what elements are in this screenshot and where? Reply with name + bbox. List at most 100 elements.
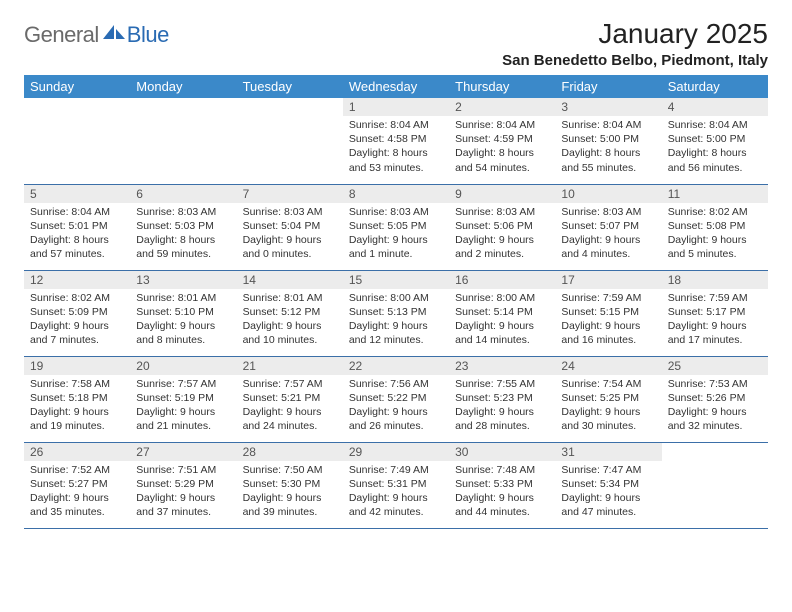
day-number: 27	[130, 443, 236, 461]
location: San Benedetto Belbo, Piedmont, Italy	[502, 52, 768, 69]
day-details: Sunrise: 8:01 AMSunset: 5:10 PMDaylight:…	[130, 289, 236, 352]
calendar-cell: 17Sunrise: 7:59 AMSunset: 5:15 PMDayligh…	[555, 270, 661, 356]
day-number: 1	[343, 98, 449, 116]
day-details: Sunrise: 7:47 AMSunset: 5:34 PMDaylight:…	[555, 461, 661, 524]
calendar-cell: 31Sunrise: 7:47 AMSunset: 5:34 PMDayligh…	[555, 442, 661, 528]
calendar-row: 1Sunrise: 8:04 AMSunset: 4:58 PMDaylight…	[24, 98, 768, 184]
calendar-table: SundayMondayTuesdayWednesdayThursdayFrid…	[24, 75, 768, 529]
day-number: 26	[24, 443, 130, 461]
day-number: 17	[555, 271, 661, 289]
calendar-cell: 5Sunrise: 8:04 AMSunset: 5:01 PMDaylight…	[24, 184, 130, 270]
day-details: Sunrise: 7:56 AMSunset: 5:22 PMDaylight:…	[343, 375, 449, 438]
weekday-header-row: SundayMondayTuesdayWednesdayThursdayFrid…	[24, 75, 768, 98]
calendar-cell: 7Sunrise: 8:03 AMSunset: 5:04 PMDaylight…	[237, 184, 343, 270]
day-number: 13	[130, 271, 236, 289]
day-details: Sunrise: 8:02 AMSunset: 5:09 PMDaylight:…	[24, 289, 130, 352]
day-number: 8	[343, 185, 449, 203]
day-details: Sunrise: 8:04 AMSunset: 5:00 PMDaylight:…	[555, 116, 661, 179]
day-number: 14	[237, 271, 343, 289]
calendar-cell: 23Sunrise: 7:55 AMSunset: 5:23 PMDayligh…	[449, 356, 555, 442]
calendar-cell: 21Sunrise: 7:57 AMSunset: 5:21 PMDayligh…	[237, 356, 343, 442]
day-details: Sunrise: 8:04 AMSunset: 5:00 PMDaylight:…	[662, 116, 768, 179]
day-details: Sunrise: 7:55 AMSunset: 5:23 PMDaylight:…	[449, 375, 555, 438]
day-details: Sunrise: 7:51 AMSunset: 5:29 PMDaylight:…	[130, 461, 236, 524]
calendar-cell: 4Sunrise: 8:04 AMSunset: 5:00 PMDaylight…	[662, 98, 768, 184]
calendar-cell: 20Sunrise: 7:57 AMSunset: 5:19 PMDayligh…	[130, 356, 236, 442]
title-block: January 2025 San Benedetto Belbo, Piedmo…	[502, 18, 768, 69]
logo-sail-icon	[103, 23, 125, 41]
calendar-cell: 29Sunrise: 7:49 AMSunset: 5:31 PMDayligh…	[343, 442, 449, 528]
day-number: 9	[449, 185, 555, 203]
day-number: 30	[449, 443, 555, 461]
day-details: Sunrise: 8:03 AMSunset: 5:06 PMDaylight:…	[449, 203, 555, 266]
day-number: 20	[130, 357, 236, 375]
day-details: Sunrise: 8:03 AMSunset: 5:03 PMDaylight:…	[130, 203, 236, 266]
day-details: Sunrise: 7:50 AMSunset: 5:30 PMDaylight:…	[237, 461, 343, 524]
day-details: Sunrise: 8:03 AMSunset: 5:05 PMDaylight:…	[343, 203, 449, 266]
calendar-cell: 27Sunrise: 7:51 AMSunset: 5:29 PMDayligh…	[130, 442, 236, 528]
weekday-saturday: Saturday	[662, 75, 768, 98]
day-number: 24	[555, 357, 661, 375]
day-details: Sunrise: 7:59 AMSunset: 5:17 PMDaylight:…	[662, 289, 768, 352]
calendar-cell	[130, 98, 236, 184]
header: General Blue January 2025 San Benedetto …	[24, 18, 768, 69]
calendar-cell: 1Sunrise: 8:04 AMSunset: 4:58 PMDaylight…	[343, 98, 449, 184]
calendar-cell: 26Sunrise: 7:52 AMSunset: 5:27 PMDayligh…	[24, 442, 130, 528]
day-number: 28	[237, 443, 343, 461]
calendar-cell: 28Sunrise: 7:50 AMSunset: 5:30 PMDayligh…	[237, 442, 343, 528]
day-number: 19	[24, 357, 130, 375]
calendar-row: 19Sunrise: 7:58 AMSunset: 5:18 PMDayligh…	[24, 356, 768, 442]
day-number: 12	[24, 271, 130, 289]
day-details: Sunrise: 7:49 AMSunset: 5:31 PMDaylight:…	[343, 461, 449, 524]
logo: General Blue	[24, 18, 169, 48]
calendar-cell	[24, 98, 130, 184]
weekday-thursday: Thursday	[449, 75, 555, 98]
day-number: 10	[555, 185, 661, 203]
day-details: Sunrise: 8:02 AMSunset: 5:08 PMDaylight:…	[662, 203, 768, 266]
day-number: 3	[555, 98, 661, 116]
day-details: Sunrise: 7:59 AMSunset: 5:15 PMDaylight:…	[555, 289, 661, 352]
day-number: 29	[343, 443, 449, 461]
day-details: Sunrise: 7:48 AMSunset: 5:33 PMDaylight:…	[449, 461, 555, 524]
day-details: Sunrise: 7:54 AMSunset: 5:25 PMDaylight:…	[555, 375, 661, 438]
calendar-cell: 3Sunrise: 8:04 AMSunset: 5:00 PMDaylight…	[555, 98, 661, 184]
day-number: 6	[130, 185, 236, 203]
day-details: Sunrise: 7:57 AMSunset: 5:19 PMDaylight:…	[130, 375, 236, 438]
calendar-cell	[237, 98, 343, 184]
weekday-tuesday: Tuesday	[237, 75, 343, 98]
calendar-cell: 11Sunrise: 8:02 AMSunset: 5:08 PMDayligh…	[662, 184, 768, 270]
day-details: Sunrise: 8:00 AMSunset: 5:14 PMDaylight:…	[449, 289, 555, 352]
day-number: 16	[449, 271, 555, 289]
calendar-cell: 2Sunrise: 8:04 AMSunset: 4:59 PMDaylight…	[449, 98, 555, 184]
calendar-cell	[662, 442, 768, 528]
day-number: 11	[662, 185, 768, 203]
day-details: Sunrise: 7:58 AMSunset: 5:18 PMDaylight:…	[24, 375, 130, 438]
calendar-cell: 16Sunrise: 8:00 AMSunset: 5:14 PMDayligh…	[449, 270, 555, 356]
calendar-cell: 6Sunrise: 8:03 AMSunset: 5:03 PMDaylight…	[130, 184, 236, 270]
calendar-cell: 25Sunrise: 7:53 AMSunset: 5:26 PMDayligh…	[662, 356, 768, 442]
day-details: Sunrise: 8:04 AMSunset: 4:58 PMDaylight:…	[343, 116, 449, 179]
logo-text-blue: Blue	[127, 22, 169, 48]
day-details: Sunrise: 8:00 AMSunset: 5:13 PMDaylight:…	[343, 289, 449, 352]
day-number: 21	[237, 357, 343, 375]
weekday-monday: Monday	[130, 75, 236, 98]
weekday-wednesday: Wednesday	[343, 75, 449, 98]
calendar-cell: 8Sunrise: 8:03 AMSunset: 5:05 PMDaylight…	[343, 184, 449, 270]
day-details: Sunrise: 8:01 AMSunset: 5:12 PMDaylight:…	[237, 289, 343, 352]
day-number: 18	[662, 271, 768, 289]
day-number: 23	[449, 357, 555, 375]
day-number: 5	[24, 185, 130, 203]
calendar-cell: 13Sunrise: 8:01 AMSunset: 5:10 PMDayligh…	[130, 270, 236, 356]
day-details: Sunrise: 8:03 AMSunset: 5:07 PMDaylight:…	[555, 203, 661, 266]
calendar-cell: 18Sunrise: 7:59 AMSunset: 5:17 PMDayligh…	[662, 270, 768, 356]
calendar-cell: 22Sunrise: 7:56 AMSunset: 5:22 PMDayligh…	[343, 356, 449, 442]
calendar-cell: 10Sunrise: 8:03 AMSunset: 5:07 PMDayligh…	[555, 184, 661, 270]
weekday-friday: Friday	[555, 75, 661, 98]
weekday-sunday: Sunday	[24, 75, 130, 98]
month-title: January 2025	[502, 18, 768, 50]
day-details: Sunrise: 8:03 AMSunset: 5:04 PMDaylight:…	[237, 203, 343, 266]
day-details: Sunrise: 8:04 AMSunset: 4:59 PMDaylight:…	[449, 116, 555, 179]
day-details: Sunrise: 7:57 AMSunset: 5:21 PMDaylight:…	[237, 375, 343, 438]
day-number: 4	[662, 98, 768, 116]
calendar-cell: 24Sunrise: 7:54 AMSunset: 5:25 PMDayligh…	[555, 356, 661, 442]
